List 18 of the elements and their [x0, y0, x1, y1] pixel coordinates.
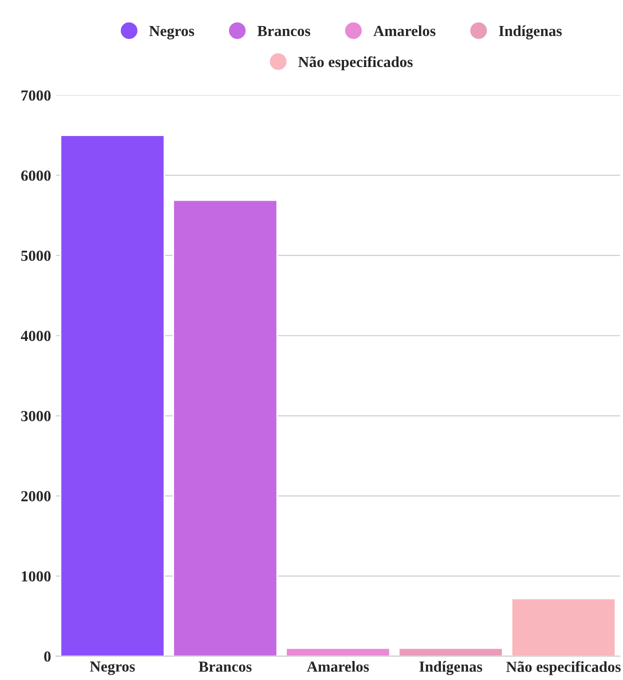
legend-label: Indígenas: [498, 25, 562, 40]
y-tick-label: 1000: [22, 571, 51, 582]
legend-label: Brancos: [257, 26, 310, 36]
x-tick-label: Negros: [90, 662, 135, 675]
y-tick-label: 3000: [21, 410, 51, 422]
legend-label: Negros: [149, 26, 194, 40]
y-tick-label: 5000: [21, 250, 51, 261]
x-tick-label: Amarelos: [306, 661, 369, 672]
y-tick-label: 4000: [20, 330, 51, 342]
y-tick-label: 2000: [21, 491, 51, 502]
y-tick-label: 0: [44, 651, 51, 662]
legend-label: Amarelos: [373, 25, 436, 36]
legend-label: Não especificados: [298, 56, 413, 70]
x-tick-label: Indígenas: [419, 661, 482, 676]
x-tick-label: Não especificados: [506, 661, 621, 676]
y-tick-label: 7000: [22, 90, 51, 101]
x-tick-label: Brancos: [198, 662, 252, 672]
y-tick-label: 6000: [21, 170, 51, 181]
